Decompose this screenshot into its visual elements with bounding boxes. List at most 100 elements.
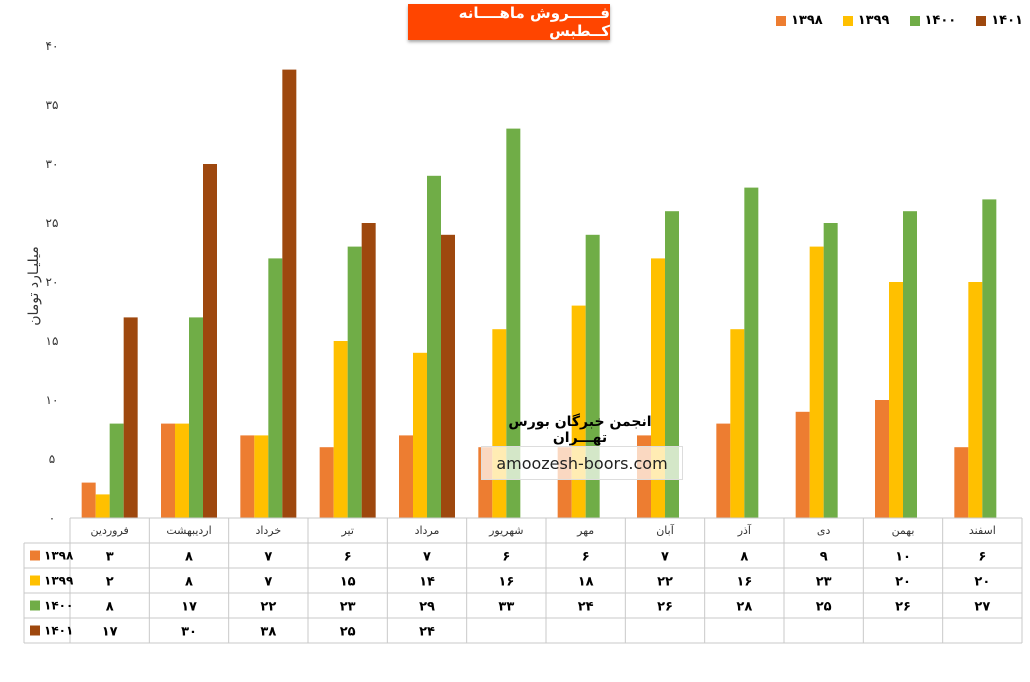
- table-cell-value: ۲۵: [340, 625, 356, 640]
- table-cell-value: ۲۲: [657, 575, 673, 590]
- bar-۱۴۰۰-4: [427, 175, 441, 519]
- legend-label-1400: ۱۴۰۰: [924, 13, 957, 28]
- table-series-name: ۱۳۹۹: [44, 574, 74, 588]
- bar-۱۳۹۹-0: [95, 494, 110, 518]
- y-tick-label: ۳۵: [46, 98, 59, 112]
- legend-item-1398: ۱۳۹۸: [776, 13, 823, 28]
- bar-۱۳۹۸-0: [81, 482, 96, 518]
- table-cell-value: ۱۷: [181, 600, 197, 615]
- bar-۱۳۹۸-10: [875, 400, 889, 518]
- legend: ۱۳۹۸ ۱۳۹۹ ۱۴۰۰ ۱۴۰۱: [776, 13, 1023, 28]
- category-label: مرداد: [415, 524, 440, 537]
- table-series-name: ۱۴۰۱: [44, 624, 73, 638]
- table-cell-value: ۶: [344, 550, 352, 565]
- category-label: آذر: [737, 523, 752, 537]
- legend-swatch-1400: [909, 15, 920, 26]
- watermark-url: amoozesh-boors.com: [481, 446, 683, 480]
- y-axis-label: میلیـارد تومان: [25, 246, 42, 326]
- table-cell-value: ۸: [740, 550, 748, 565]
- table-cell-value: ۷: [264, 550, 272, 565]
- bar-۱۴۰۰-3: [347, 246, 362, 518]
- table-cell-value: ۷: [264, 575, 272, 590]
- table-cell-value: ۶: [582, 550, 590, 565]
- legend-swatch-1398: [776, 15, 786, 26]
- table-cell-value: ۲: [106, 575, 114, 590]
- bar-۱۳۹۸-4: [399, 435, 413, 518]
- table-cell-value: ۳۳: [498, 600, 514, 615]
- y-tick-label: ۵: [49, 452, 55, 466]
- legend-item-1401: ۱۴۰۱: [976, 13, 1023, 28]
- bar-۱۳۹۹-4: [413, 352, 427, 518]
- table-swatch-۱۳۹۸: [30, 550, 40, 561]
- bar-۱۳۹۹-3: [333, 341, 348, 518]
- bar-۱۴۰۱-4: [441, 234, 455, 519]
- watermark-title: انجمن خبرگان بورس تهـــران: [508, 414, 652, 446]
- category-label: تیر: [340, 524, 353, 537]
- table-cell-value: ۱۸: [578, 575, 594, 590]
- category-label: اسفند: [969, 524, 996, 537]
- table-cell-value: ۸: [185, 550, 193, 565]
- bar-۱۴۰۱-3: [361, 223, 376, 518]
- bar-۱۳۹۸-3: [319, 447, 334, 518]
- legend-item-1400: ۱۴۰۰: [909, 13, 957, 28]
- table-swatch-۱۴۰۱: [30, 625, 40, 636]
- table-cell-value: ۶: [978, 550, 986, 565]
- category-label: مهر: [576, 524, 594, 537]
- table-cell-value: ۷: [661, 550, 669, 565]
- bar-۱۴۰۰-0: [109, 423, 124, 518]
- table-cell-value: ۱۶: [498, 575, 514, 590]
- y-tick-label: ۱۵: [46, 334, 59, 348]
- bar-۱۴۰۰-9: [823, 223, 838, 518]
- bar-۱۳۹۸-1: [161, 423, 175, 518]
- bar-۱۴۰۰-8: [744, 187, 759, 518]
- bar-۱۴۰۰-10: [903, 211, 917, 518]
- bar-۱۳۹۹-10: [889, 282, 903, 518]
- chart-title: فــــــروش ماهــــانه کــطبس: [458, 4, 610, 40]
- table-cell-value: ۲۰: [895, 575, 911, 590]
- category-label: فروردین: [91, 524, 129, 537]
- bar-۱۳۹۹-11: [968, 282, 983, 518]
- table-cell-value: ۷: [423, 550, 431, 565]
- category-label: خرداد: [255, 524, 281, 537]
- category-label: اردیبهشت: [166, 524, 211, 537]
- bar-۱۴۰۰-7: [665, 211, 679, 518]
- legend-swatch-1399: [842, 15, 853, 26]
- legend-item-1399: ۱۳۹۹: [842, 13, 890, 28]
- table-cell-value: ۲۴: [419, 625, 435, 640]
- chart-title-box: فــــــروش ماهــــانه کــطبس: [408, 4, 610, 40]
- legend-label-1399: ۱۳۹۹: [857, 13, 890, 28]
- bar-۱۳۹۹-9: [809, 246, 824, 518]
- table-swatch-۱۳۹۹: [30, 575, 40, 586]
- y-tick-label: ۰: [49, 511, 55, 525]
- legend-label-1398: ۱۳۹۸: [791, 13, 823, 28]
- table-cell-value: ۲۳: [816, 575, 832, 590]
- bar-۱۳۹۸-2: [240, 435, 255, 518]
- table-cell-value: ۲۶: [895, 600, 911, 615]
- table-cell-value: ۱۷: [102, 625, 118, 640]
- table-cell-value: ۸: [185, 575, 193, 590]
- table-cell-value: ۲۲: [260, 600, 276, 615]
- table-cell-value: ۳۸: [260, 625, 276, 640]
- table-cell-value: ۱۴: [419, 575, 435, 590]
- table-cell-value: ۲۰: [974, 575, 990, 590]
- table-series-name: ۱۳۹۸: [44, 549, 74, 563]
- bar-۱۳۹۹-8: [730, 329, 745, 518]
- table-swatch-۱۴۰۰: [30, 600, 40, 611]
- bar-۱۳۹۸-8: [716, 423, 731, 518]
- bar-۱۳۹۹-6: [571, 305, 586, 518]
- table-cell-value: ۲۳: [340, 600, 356, 615]
- table-series-name: ۱۴۰۰: [44, 599, 73, 613]
- table-cell-value: ۹: [820, 550, 828, 565]
- bar-۱۳۹۹-1: [175, 423, 189, 518]
- bar-۱۴۰۱-1: [203, 164, 217, 518]
- category-label: بهمن: [892, 524, 915, 537]
- table-cell-value: ۲۹: [419, 600, 435, 615]
- table-cell-value: ۸: [106, 600, 114, 615]
- table-cell-value: ۲۸: [736, 600, 752, 615]
- table-cell-value: ۶: [502, 550, 510, 565]
- y-tick-label: ۲۰: [46, 275, 59, 289]
- y-tick-label: ۱۰: [46, 393, 59, 407]
- table-cell-value: ۲۷: [974, 600, 990, 615]
- category-label: شهریور: [488, 524, 523, 537]
